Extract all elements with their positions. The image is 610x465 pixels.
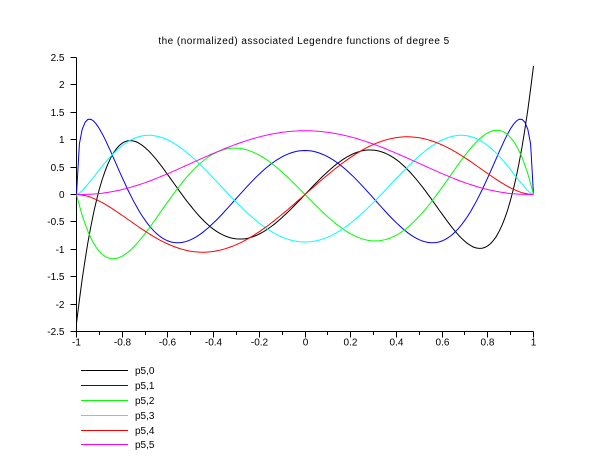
svg-text:2.5: 2.5 bbox=[51, 53, 65, 64]
svg-text:the (normalized) associated Le: the (normalized) associated Legendre fun… bbox=[158, 36, 449, 47]
svg-text:-1: -1 bbox=[56, 245, 65, 256]
svg-text:1.5: 1.5 bbox=[51, 108, 65, 119]
svg-text:0.2: 0.2 bbox=[344, 338, 358, 349]
svg-text:0.5: 0.5 bbox=[51, 163, 65, 174]
svg-text:p5,4: p5,4 bbox=[135, 426, 155, 437]
svg-text:p5,2: p5,2 bbox=[135, 396, 155, 407]
svg-text:-1.5: -1.5 bbox=[47, 272, 65, 283]
svg-text:p5,1: p5,1 bbox=[135, 381, 155, 392]
svg-text:p5,5: p5,5 bbox=[135, 440, 155, 451]
svg-text:1: 1 bbox=[531, 338, 537, 349]
svg-text:-0.8: -0.8 bbox=[114, 338, 132, 349]
svg-text:0: 0 bbox=[59, 190, 65, 201]
svg-text:0.4: 0.4 bbox=[390, 338, 404, 349]
svg-text:-2: -2 bbox=[56, 300, 65, 311]
svg-text:-0.2: -0.2 bbox=[251, 338, 269, 349]
svg-text:2: 2 bbox=[59, 80, 65, 91]
svg-text:-0.4: -0.4 bbox=[205, 338, 223, 349]
svg-text:p5,0: p5,0 bbox=[135, 366, 155, 377]
svg-text:-0.5: -0.5 bbox=[47, 217, 65, 228]
svg-text:-1: -1 bbox=[72, 338, 81, 349]
svg-text:p5,3: p5,3 bbox=[135, 411, 155, 422]
svg-text:0.8: 0.8 bbox=[481, 338, 495, 349]
svg-text:-2.5: -2.5 bbox=[47, 327, 65, 338]
svg-text:0.6: 0.6 bbox=[436, 338, 450, 349]
svg-text:0: 0 bbox=[303, 338, 309, 349]
svg-text:1: 1 bbox=[59, 135, 65, 146]
svg-text:-0.6: -0.6 bbox=[159, 338, 177, 349]
